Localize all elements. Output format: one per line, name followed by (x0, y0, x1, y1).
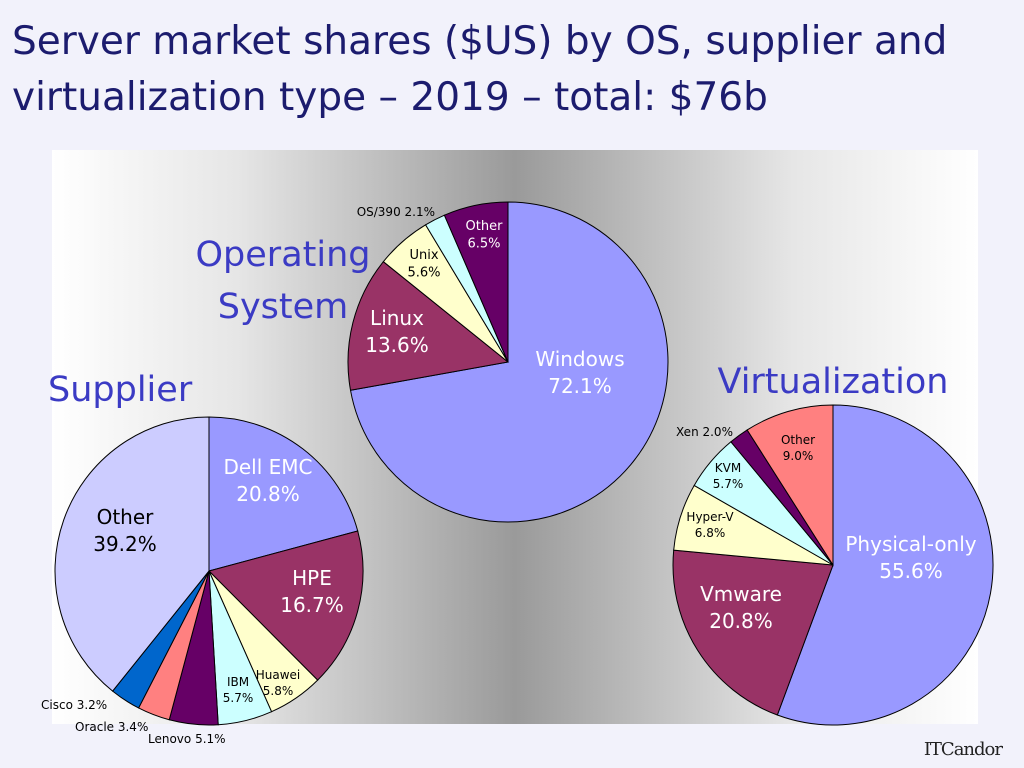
os-label-linux: Linux 13.6% (365, 306, 429, 357)
virtualization-label-other: Other 9.0% (781, 433, 815, 463)
virtualization-label-hyper-v: Hyper-V 6.8% (686, 510, 734, 540)
supplier-slice-dell-emc (208, 416, 359, 572)
virtualization-heading: Virtualization (718, 362, 949, 402)
os-label-other: Other 6.5% (466, 219, 504, 252)
supplier-label-other: Other 39.2% (93, 505, 157, 556)
supplier-label-dell-emc: Dell EMC 20.8% (223, 455, 312, 506)
supplier-label-cisco: Cisco 3.2% (41, 698, 107, 712)
virtualization-slice-vmware (672, 549, 834, 716)
supplier-slice-hpe (208, 530, 364, 681)
supplier-label-huawei: Huawei 5.8% (256, 668, 301, 698)
os-heading-line2: System (218, 287, 349, 327)
virtualization-label-kvm: KVM 5.7% (713, 461, 744, 491)
supplier-heading: Supplier (48, 370, 193, 410)
page-title: Server market shares ($US) by OS, suppli… (12, 19, 948, 120)
virtualization-slice-physical-only (776, 404, 994, 726)
supplier-label-lenovo: Lenovo 5.1% (148, 732, 226, 746)
supplier-label-ibm: IBM 5.7% (223, 675, 254, 705)
os-slice-linux (347, 260, 510, 391)
virtualization-label-vmware: Vmware 20.8% (700, 582, 782, 633)
os-label-os-390: OS/390 2.1% (357, 205, 435, 219)
supplier-label-hpe: HPE 16.7% (280, 566, 344, 617)
supplier-slice-other (54, 416, 210, 692)
os-label-windows: Windows 72.1% (535, 347, 624, 398)
itcandor-logo: ITCandor (923, 739, 1003, 760)
os-slice-windows (349, 201, 669, 523)
virtualization-pie: Virtualization Physical-only 55.6% Vmware 2… (672, 362, 994, 726)
virtualization-label-xen: Xen 2.0% (676, 425, 733, 439)
virtualization-slice-other (746, 404, 834, 567)
virtualization-label-physical-only: Physical-only 55.6% (845, 532, 976, 583)
supplier-label-oracle: Oracle 3.4% (75, 720, 148, 734)
os-heading-line1: Operating (196, 235, 371, 275)
supplier-pie: Supplier Dell EMC 20.8% HPE 16.7% Huawei 5.8%… (41, 370, 364, 746)
os-pie: Operating System Windows 72.1% Linux 13.6% U… (196, 201, 669, 523)
os-label-unix: Unix 5.6% (407, 248, 440, 281)
os-slice-other (443, 201, 509, 363)
